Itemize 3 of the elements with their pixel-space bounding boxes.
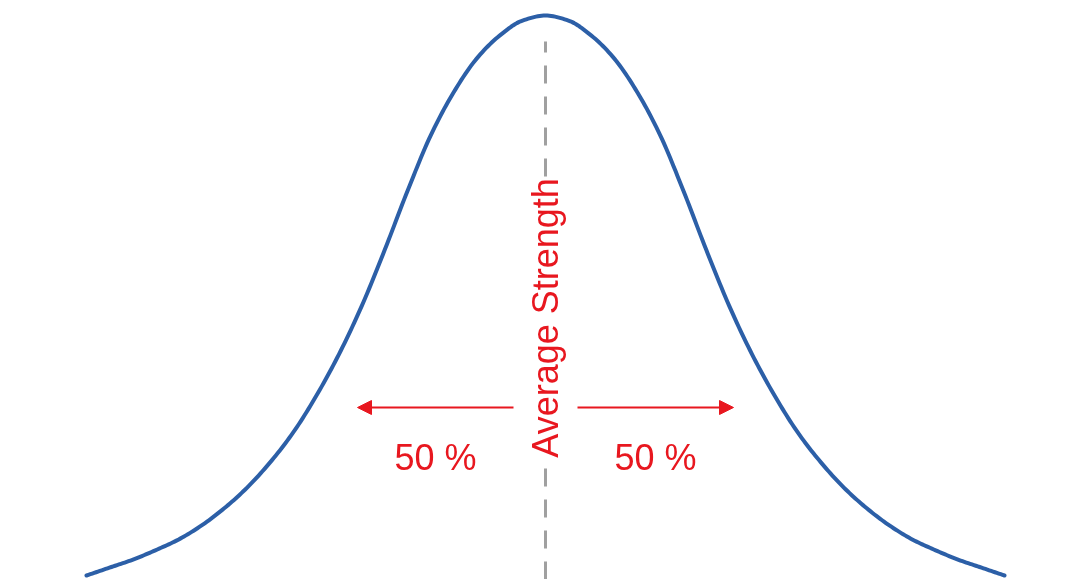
annotation: 50 % bbox=[614, 437, 697, 479]
annotation: Average Strength bbox=[525, 178, 566, 458]
annotation: 50 % bbox=[394, 437, 477, 479]
